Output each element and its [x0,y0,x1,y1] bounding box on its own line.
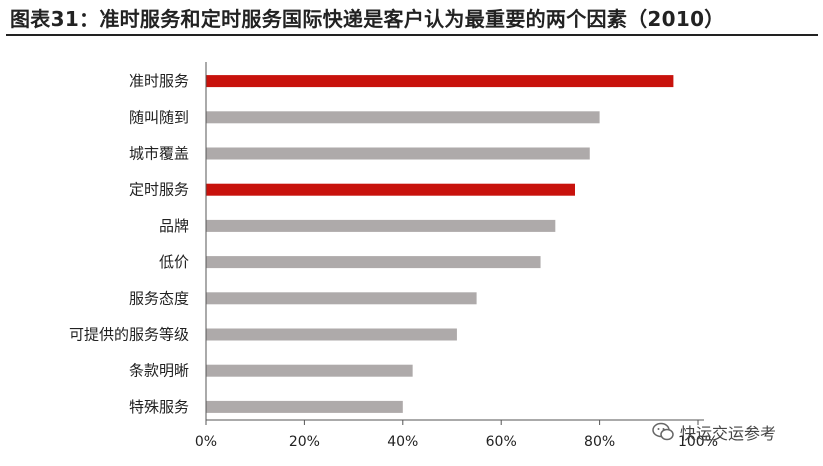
x-tick-label: 100% [678,434,718,450]
bar [206,292,477,305]
bar [206,400,403,413]
category-label: 条款明晰 [129,362,189,380]
watermark: 快运交运参考 [652,420,776,444]
category-label: 低价 [159,253,189,271]
bar [206,219,556,232]
bar [206,183,575,196]
bar [206,111,600,124]
bar [206,328,457,341]
bar [206,256,541,269]
x-tick-label: 80% [584,434,615,450]
category-label: 可提供的服务等级 [69,326,189,344]
category-label: 随叫随到 [129,108,189,126]
x-tick-label: 60% [486,434,517,450]
wechat-icon [652,422,674,441]
watermark-text: 快运交运参考 [680,424,777,443]
category-label: 城市覆盖 [129,145,189,163]
category-label: 定时服务 [129,181,189,199]
bar [206,75,674,88]
category-label: 品牌 [159,217,189,235]
category-label: 特殊服务 [129,398,189,416]
x-tick-label: 20% [289,434,320,450]
title-divider [6,34,818,36]
x-tick-label: 0% [195,434,217,450]
bar [206,364,413,377]
category-label: 服务态度 [129,289,189,307]
x-tick-label: 40% [387,434,418,450]
chart-title: 图表31：准时服务和定时服务国际快递是客户认为最重要的两个因素（2010） [10,7,725,31]
bar [206,147,590,160]
category-label: 准时服务 [129,72,189,90]
